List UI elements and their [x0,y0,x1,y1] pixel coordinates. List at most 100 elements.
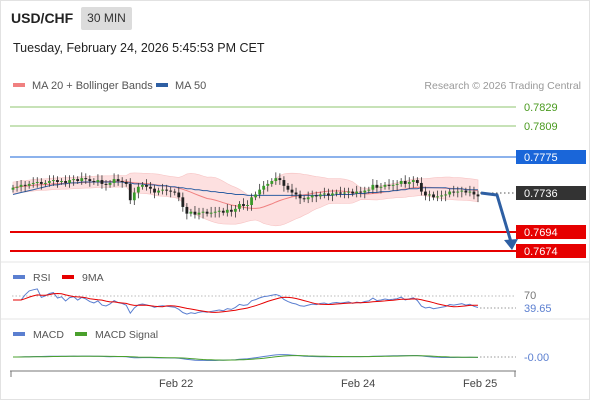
candle-down [282,180,286,186]
candle-down [359,191,363,193]
candle-down [116,179,120,182]
candle-up [399,181,403,184]
x-tick-label: Feb 22 [159,378,193,390]
candle-down [165,189,169,191]
candle-up [347,191,351,193]
candle-up [108,182,112,185]
candle-up [363,190,367,193]
current-price-box [516,186,586,200]
timeframe-button[interactable]: 30 MIN [81,7,132,30]
candle-up [217,210,221,212]
candle-down [100,180,104,184]
chart-header: USD/CHF 30 MIN Tuesday, February 24, 202… [0,0,590,70]
candle-up [31,182,35,184]
candle-up [19,184,23,187]
candle-down [92,181,96,183]
projection-arrowhead [504,239,518,250]
candle-up [306,197,310,200]
level-label-0-7809: 0.7809 [524,121,558,133]
legend-label: MA 20 + Bollinger Bands [32,80,153,92]
candle-down [403,181,407,184]
candle-down [415,180,419,183]
candle-up [47,181,51,183]
candle-down [149,186,152,189]
candle-up [270,181,274,184]
candle-down [302,198,306,200]
candle-up [322,193,326,195]
candle-down [120,181,124,183]
candle-down [351,191,355,194]
level-label-0-7829: 0.7829 [524,102,558,114]
level-box-0-7674 [516,244,586,258]
candle-down [326,193,330,196]
candle-down [205,211,209,214]
candle-down [472,191,476,195]
candle-up [266,183,270,186]
macd-legend-label: MACD [33,329,64,341]
ma50-line [12,181,478,196]
candle-down [153,188,156,193]
candle-up [383,184,387,187]
level-box-0-7775 [516,150,586,164]
candle-up [331,193,334,196]
candle-down [76,179,80,182]
macd-legend-swatch [13,332,25,336]
candle-up [72,179,76,181]
candle-down [314,195,318,197]
macd-value-label: -0.00 [524,352,549,364]
legend-label: MA 50 [175,80,207,92]
candle-down [128,183,132,201]
candle-up [262,185,266,190]
rsi-line [13,288,479,315]
x-tick-label: Feb 25 [463,378,497,390]
candle-up [254,194,258,198]
candle-down [84,178,88,180]
candle-up [391,184,395,186]
candle-down [375,184,379,188]
candle-up [250,197,253,206]
candle-up [468,191,472,193]
candle-up [35,181,39,183]
candle-up [355,191,359,194]
candle-up [258,189,262,195]
candle-up [343,192,346,194]
candle-up [379,186,383,188]
candle-down [464,190,468,193]
candle-down [476,194,480,197]
research-credit: Research © 2026 Trading Central [424,80,581,92]
candle-down [185,206,189,214]
legend-ma50: MA 50 [156,80,206,92]
candle-down [278,178,282,181]
candle-up [11,187,15,190]
candle-down [145,184,148,187]
candle-down [23,184,27,186]
candle-up [189,211,193,214]
candle-down [339,192,342,194]
candle-down [39,181,43,184]
candle-up [161,189,165,191]
candle-up [238,204,241,209]
projection-arrow [480,191,513,243]
candle-up [411,180,415,182]
candle-up [371,184,375,190]
candle-up [456,191,460,193]
candle-up [60,181,63,183]
candle-up [335,192,338,194]
candle-up [197,212,201,215]
instrument-title: USD/CHF [11,10,74,26]
candles [11,172,480,220]
rsi-value-label: 39.65 [524,303,552,315]
candle-up [140,184,144,187]
level-label-0-7775: 0.7775 [524,152,558,164]
candle-up [225,209,229,213]
datetime-label: Tuesday, February 24, 2026 5:45:53 PM CE… [13,41,265,55]
legend-swatch [13,83,25,88]
candle-down [193,211,197,215]
level-label-0-7674: 0.7674 [524,246,558,258]
candle-down [173,191,177,193]
candle-up [213,211,217,213]
candle-up [68,180,72,183]
candle-up [43,182,47,184]
current-price-label: 0.7736 [524,188,558,200]
